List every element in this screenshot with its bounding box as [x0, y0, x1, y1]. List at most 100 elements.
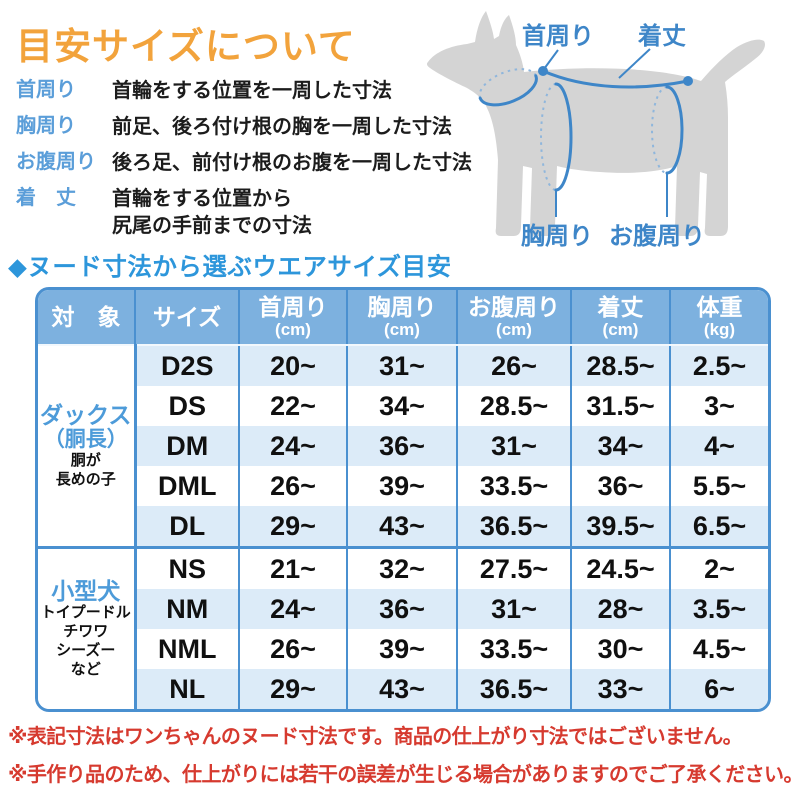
measure-cell: 31~ [456, 426, 571, 466]
measure-cell: 24~ [238, 589, 347, 629]
measure-cell: 28.5~ [570, 345, 670, 386]
measure-cell: 34~ [570, 426, 670, 466]
measure-cell: 31~ [456, 589, 571, 629]
legend-row-belly: お腹周り 後ろ足、前付け根のお腹を一周した寸法 [16, 150, 486, 177]
measure-cell: 6~ [669, 669, 768, 709]
measure-cell: 31.5~ [570, 386, 670, 426]
measure-cell: 36.5~ [456, 506, 571, 548]
measure-cell: 43~ [346, 506, 457, 548]
legend-term-neck: 首周り [16, 79, 76, 101]
group-note: シーズー [56, 641, 116, 659]
neck-label-line [543, 49, 559, 70]
header-row: 対 象サイズ 首周り (cm) 胸周り (cm) お腹周り (cm) 着丈 (cm) 体重 (kg) [38, 290, 768, 346]
measure-cell: 3.5~ [669, 589, 768, 629]
measure-cell: 43~ [346, 669, 457, 709]
legend-desc-belly: 後ろ足、前付け根のお腹を一周した寸法 [112, 152, 472, 174]
table-row: DML 26~ 39~ 33.5~ 36~ 5.5~ [38, 466, 768, 506]
belly-ring-solid [665, 85, 684, 175]
legend-term-belly: お腹周り [16, 151, 96, 173]
size-cell: DS [134, 386, 239, 426]
size-table: 対 象サイズ 首周り (cm) 胸周り (cm) お腹周り (cm) 着丈 (cm) 体重 (kg)… [38, 290, 768, 709]
chest-ring-solid [554, 82, 573, 192]
measure-cell: 36~ [346, 589, 457, 629]
legend-desc-neck: 首輪をする位置を一周した寸法 [112, 80, 392, 102]
measure-cell: 39.5~ [570, 506, 670, 548]
measure-cell: 26~ [456, 345, 571, 386]
length-end-dot [683, 76, 693, 86]
measure-cell: 31~ [346, 345, 457, 386]
size-cell: NML [134, 629, 239, 669]
measure-cell: 2.5~ [669, 345, 768, 386]
measure-cell: 39~ [346, 466, 457, 506]
column-header: 着丈 (cm) [570, 290, 670, 346]
measure-cell: 32~ [346, 546, 457, 589]
dog-measurement-diagram: 首周り 着丈 胸周り お腹周り [395, 0, 800, 258]
table-row: NL 29~ 43~ 36.5~ 33~ 6~ [38, 669, 768, 709]
group-note: 長めの子 [55, 470, 116, 488]
size-cell: DL [134, 506, 239, 548]
legend-desc-length-line1: 首輪をする位置から [112, 188, 292, 210]
group-note: など [70, 660, 101, 678]
measure-cell: 26~ [238, 466, 347, 506]
measure-cell: 36.5~ [456, 669, 571, 709]
measure-cell: 24.5~ [570, 546, 670, 589]
column-header: 胸周り (cm) [346, 290, 457, 346]
measure-cell: 34~ [346, 386, 457, 426]
group-name: 小型犬 [51, 577, 121, 604]
group-note: チワワ [63, 623, 109, 641]
legend-term-chest: 胸周り [16, 115, 76, 137]
neck-ring-solid [478, 74, 538, 107]
measure-cell: 2~ [669, 546, 768, 589]
measure-cell: 29~ [238, 506, 347, 548]
measure-cell: 4.5~ [669, 629, 768, 669]
length-label: 着丈 [638, 22, 686, 50]
footnote-2: ※手作り品のため、仕上がりには若干の誤差が生じる場合がありますのでご了承ください… [8, 764, 800, 786]
column-header: サイズ [134, 290, 239, 346]
neck-label: 首周り [522, 22, 594, 50]
table-row: DS 22~ 34~ 28.5~ 31.5~ 3~ [38, 386, 768, 426]
length-label-line [618, 48, 651, 79]
measure-cell: 3~ [669, 386, 768, 426]
measure-cell: 33.5~ [456, 629, 571, 669]
measure-cell: 4~ [669, 426, 768, 466]
measure-cell: 6.5~ [669, 506, 768, 548]
size-cell: NL [134, 669, 239, 709]
measure-cell: 36~ [570, 466, 670, 506]
legend-term-length: 着 丈 [16, 187, 76, 209]
length-start-dot [538, 66, 548, 76]
measure-cell: 21~ [238, 546, 347, 589]
size-cell: DM [134, 426, 239, 466]
size-cell: NS [134, 546, 239, 589]
measure-cell: 20~ [238, 345, 347, 386]
column-header: 首周り (cm) [238, 290, 347, 346]
column-header: 対 象 [38, 290, 135, 346]
table-row: DL 29~ 43~ 36.5~ 39.5~ 6.5~ [38, 506, 768, 548]
measure-cell: 28~ [570, 589, 670, 629]
neck-ring [478, 68, 538, 107]
legend-desc-length: 首輪をする位置から 尻尾の手前までの寸法 [112, 186, 312, 240]
measure-cell: 27.5~ [456, 546, 571, 589]
size-cell: NM [134, 589, 239, 629]
chest-label: 胸周り [521, 223, 593, 250]
measure-cell: 5.5~ [669, 466, 768, 506]
column-header: 体重 (kg) [669, 290, 768, 346]
size-cell: D2S [134, 345, 239, 386]
table-row: NML 26~ 39~ 33.5~ 30~ 4.5~ [38, 629, 768, 669]
footnote-1: ※表記寸法はワンちゃんのヌード寸法です。商品の仕上がり寸法ではございません。 [8, 726, 743, 748]
neck-ring-dotted [478, 68, 537, 99]
table-row: ダックス （胴長） 胴が 長めの子 D2S 20~ 31~ 26~ 28.5~ 2.5~ [38, 345, 768, 548]
measure-cell: 33.5~ [456, 466, 571, 506]
column-header: お腹周り (cm) [456, 290, 571, 346]
belly-ring-dotted [651, 86, 668, 174]
measure-cell: 29~ [238, 669, 347, 709]
legend-row-chest: 胸周り 前足、後ろ付け根の胸を一周した寸法 [16, 114, 486, 141]
table-row: DM 24~ 36~ 31~ 34~ 4~ [38, 426, 768, 466]
dog-silhouette-icon [426, 11, 765, 236]
measurement-legend: 首周り 首輪をする位置を一周した寸法 胸周り 前足、後ろ付け根の胸を一周した寸法… [16, 78, 486, 249]
measure-cell: 33~ [570, 669, 670, 709]
legend-desc-length-line2: 尻尾の手前までの寸法 [112, 215, 312, 237]
group-note: 胴が [70, 451, 101, 469]
legend-desc-chest: 前足、後ろ付け根の胸を一周した寸法 [112, 116, 452, 138]
footnotes: ※表記寸法はワンちゃんのヌード寸法です。商品の仕上がり寸法ではございません。 ※… [8, 720, 800, 796]
chest-ring-dotted [540, 83, 557, 191]
